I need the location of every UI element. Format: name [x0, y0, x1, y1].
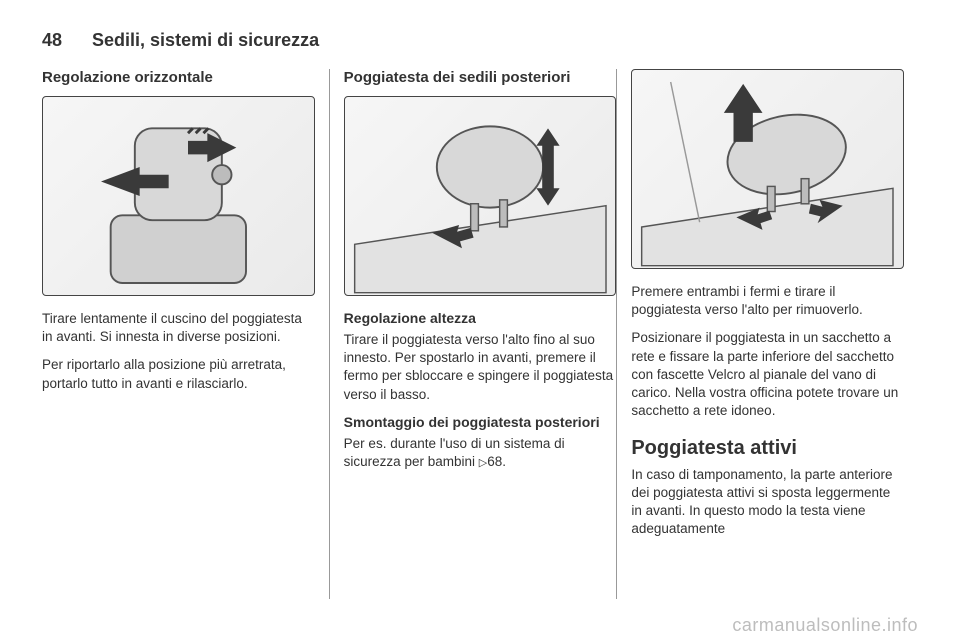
column-1: Regolazione orizzontale	[42, 69, 329, 599]
manual-page: 48 Sedili, sistemi di sicurezza Regolazi…	[0, 0, 960, 642]
col2-sub2-post: .	[502, 454, 506, 469]
col3-section-heading: Poggiatesta attivi	[631, 437, 904, 460]
page-number: 48	[42, 30, 62, 51]
figure-rear-headrest	[344, 96, 617, 296]
col1-para2: Per riportarlo alla posizione più arretr…	[42, 356, 315, 392]
col3-para3: In caso di tamponamento, la parte anteri…	[631, 466, 904, 539]
cross-ref-link[interactable]: 68	[479, 454, 503, 469]
col2-sub2-heading: Smontaggio dei poggiatesta posteriori	[344, 414, 617, 430]
content-columns: Regolazione orizzontale	[42, 69, 918, 599]
chapter-title: Sedili, sistemi di sicurezza	[92, 30, 319, 51]
col3-para1: Premere entrambi i fermi e tirare il pog…	[631, 283, 904, 319]
col2-heading: Poggiatesta dei sedili posteriori	[344, 69, 617, 86]
column-3: Premere entrambi i fermi e tirare il pog…	[617, 69, 918, 599]
col2-sub2-para: Per es. durante l'uso di un sistema di s…	[344, 435, 617, 471]
column-2: Poggiatesta dei sedili posteriori Regola…	[330, 69, 617, 599]
col1-heading: Regolazione orizzontale	[42, 69, 315, 86]
col2-sub1-heading: Regolazione altezza	[344, 310, 617, 326]
col1-para1: Tirare lentamente il cuscino del poggiat…	[42, 310, 315, 346]
col2-sub1-para: Tirare il poggiatesta verso l'alto fino …	[344, 331, 617, 404]
col3-para2: Posizionare il poggiatesta in un sacchet…	[631, 329, 904, 420]
col2-sub2-pre: Per es. durante l'uso di un sistema di s…	[344, 436, 565, 469]
figure-horizontal-adjust	[42, 96, 315, 296]
page-header: 48 Sedili, sistemi di sicurezza	[42, 30, 918, 51]
figure-headrest-removal	[631, 69, 904, 269]
watermark-text: carmanualsonline.info	[732, 615, 918, 636]
